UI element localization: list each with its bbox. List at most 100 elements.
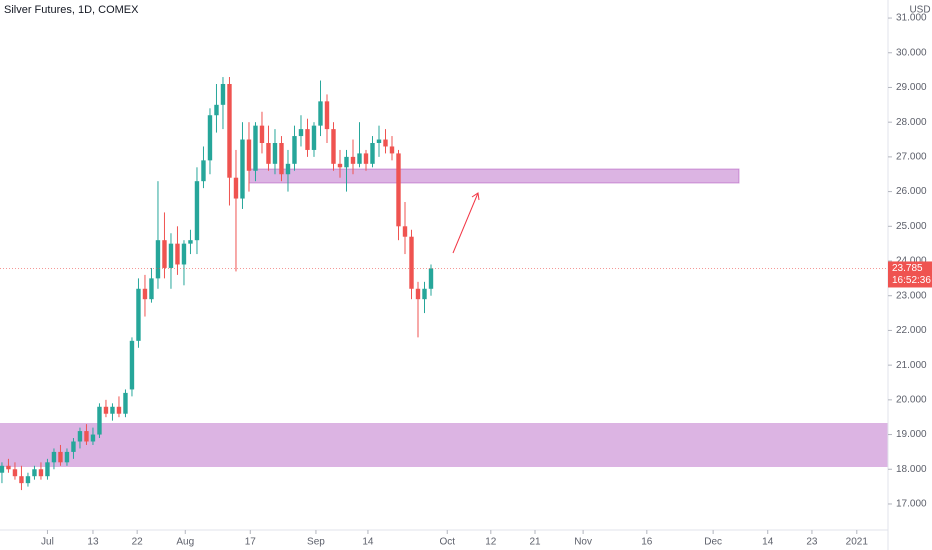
candle-body xyxy=(331,129,336,164)
candle-body xyxy=(90,434,96,442)
candle-body xyxy=(188,240,193,244)
candle xyxy=(389,136,395,161)
candle-body xyxy=(123,392,128,414)
y-tick-label: 22.000 xyxy=(896,325,927,336)
candle-body xyxy=(0,465,5,473)
candle xyxy=(409,229,414,300)
candle-body xyxy=(337,163,343,168)
candle xyxy=(207,108,213,175)
candle xyxy=(279,136,284,182)
candle xyxy=(77,427,83,449)
candle xyxy=(84,424,89,445)
x-tick-label: 16 xyxy=(641,537,653,548)
y-tick-label: 29.000 xyxy=(896,82,927,93)
candle-body xyxy=(58,451,63,463)
candle-body xyxy=(259,125,265,143)
y-tick-label: 30.000 xyxy=(896,47,927,58)
candle-body xyxy=(344,156,349,168)
candle xyxy=(149,267,154,303)
x-tick-label: 23 xyxy=(806,537,818,548)
y-tick-label: 21.000 xyxy=(896,360,927,371)
y-tick-label: 24.000 xyxy=(896,256,927,267)
candle-body xyxy=(279,142,284,175)
resistance-zone xyxy=(248,168,740,184)
candle xyxy=(38,462,44,480)
candle xyxy=(51,448,57,470)
candle xyxy=(19,465,24,491)
candle-body xyxy=(266,142,271,164)
candle xyxy=(25,472,31,487)
chart-title: Silver Futures, 1D, COMEX xyxy=(4,4,139,16)
candle-body xyxy=(363,153,369,164)
candle-body xyxy=(207,115,213,161)
candle-body xyxy=(389,146,395,154)
candle-body xyxy=(305,129,310,150)
candle xyxy=(363,149,369,171)
candle xyxy=(168,233,174,289)
candle xyxy=(155,181,161,289)
candle xyxy=(116,396,122,418)
x-tick-label: Dec xyxy=(704,537,722,548)
candle-body xyxy=(77,431,83,442)
countdown-label: 16:52:36 xyxy=(892,275,931,286)
candle xyxy=(383,129,388,154)
candle-body xyxy=(142,288,148,300)
candle xyxy=(220,77,226,130)
candle xyxy=(318,80,323,137)
x-tick-label: Jul xyxy=(41,537,54,548)
demand-zone xyxy=(0,423,888,467)
candle xyxy=(58,444,63,466)
candle-body xyxy=(357,153,362,164)
y-tick-label: 17.000 xyxy=(896,499,927,510)
candle-body xyxy=(155,240,161,279)
candle xyxy=(259,111,265,154)
candle-body xyxy=(318,101,323,126)
y-tick-label: 26.000 xyxy=(896,186,927,197)
candle xyxy=(428,264,434,296)
last-price-box xyxy=(888,261,932,288)
y-tick-label: 20.000 xyxy=(896,394,927,405)
candle xyxy=(110,403,115,421)
y-tick-label: 28.000 xyxy=(896,117,927,128)
candle xyxy=(201,146,206,189)
candle xyxy=(32,465,37,480)
candle xyxy=(90,427,96,445)
candle xyxy=(233,149,239,272)
candle xyxy=(142,274,148,317)
candle-body xyxy=(298,129,304,137)
x-tick-label: Oct xyxy=(439,537,455,548)
x-tick-label: Nov xyxy=(574,537,592,548)
candle-body xyxy=(97,406,102,435)
candle-body xyxy=(285,163,291,175)
candle-body xyxy=(292,136,297,164)
y-tick-label: 23.000 xyxy=(896,290,927,301)
candle xyxy=(376,125,382,157)
x-tick-label: 22 xyxy=(132,537,144,548)
y-tick-label: 27.000 xyxy=(896,152,927,163)
candle xyxy=(103,399,109,418)
candle xyxy=(71,438,76,459)
candle-body xyxy=(402,226,408,237)
candle xyxy=(253,122,258,182)
candle-body xyxy=(233,177,239,199)
candle-body xyxy=(103,406,109,414)
candle xyxy=(311,122,317,157)
last-price-label: 23.785 xyxy=(892,263,923,274)
candle-body xyxy=(149,278,154,300)
candle-body xyxy=(227,83,232,178)
candle-body xyxy=(19,476,24,484)
candle-body xyxy=(409,236,414,289)
candle xyxy=(194,167,200,255)
plot xyxy=(0,77,434,491)
candle-body xyxy=(194,181,200,241)
candle-body xyxy=(383,139,388,147)
candle-body xyxy=(168,243,174,268)
candle xyxy=(357,122,362,168)
candle xyxy=(162,212,167,279)
candle-body xyxy=(214,104,219,116)
x-tick-label: 21 xyxy=(529,537,541,548)
candle-body xyxy=(246,139,252,171)
x-tick-label: 13 xyxy=(87,537,99,548)
